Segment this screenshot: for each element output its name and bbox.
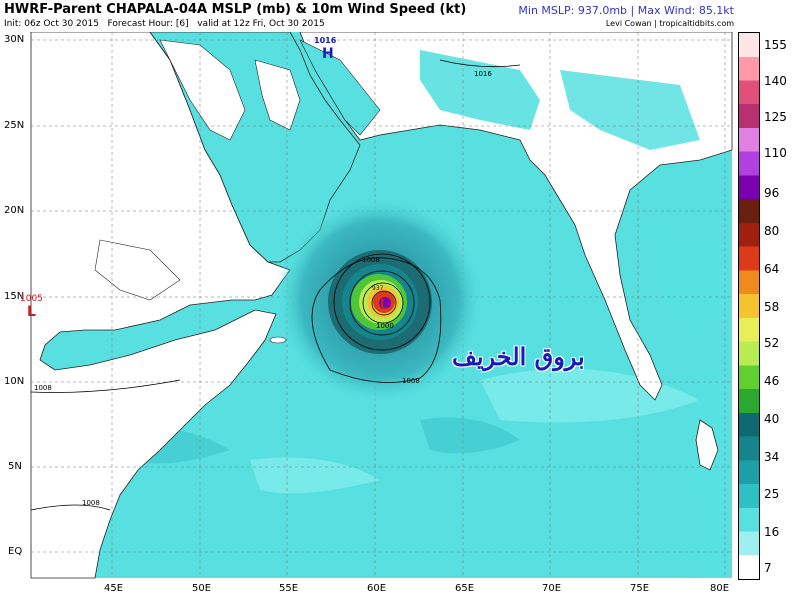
colorbar bbox=[738, 32, 760, 580]
cyclone-wind bbox=[275, 195, 485, 405]
isobar-label: 1008 bbox=[402, 377, 420, 385]
colorbar-label: 52 bbox=[764, 336, 780, 350]
colorbar-label: 25 bbox=[764, 487, 780, 501]
lat-label: 30N bbox=[4, 34, 25, 45]
core-pressure-value: 937 bbox=[372, 285, 384, 292]
lat-label: 20N bbox=[4, 205, 25, 216]
isobar-label: 1016 bbox=[474, 70, 492, 78]
lon-label: 65E bbox=[455, 583, 475, 594]
lat-label: EQ bbox=[8, 546, 23, 557]
lat-label: 10N bbox=[4, 376, 25, 387]
colorbar-label: 7 bbox=[764, 561, 772, 575]
high-pressure-marker: H bbox=[322, 46, 334, 62]
lon-label: 80E bbox=[710, 583, 730, 594]
colorbar-label: 40 bbox=[764, 412, 780, 426]
high-pressure-value: 1016 bbox=[314, 36, 337, 45]
isobars bbox=[30, 59, 521, 511]
colorbar-label: 96 bbox=[764, 186, 780, 200]
map-title: HWRF-Parent CHAPALA-04A MSLP (mb) & 10m … bbox=[4, 2, 467, 17]
isobar-label: 1000 bbox=[376, 322, 394, 330]
lon-label: 75E bbox=[630, 583, 650, 594]
lon-label: 50E bbox=[192, 583, 212, 594]
lat-label: 5N bbox=[8, 461, 22, 472]
low-pressure-value: 1005 bbox=[20, 294, 43, 304]
low-pressure-marker: L bbox=[27, 304, 36, 320]
lon-label: 70E bbox=[542, 583, 562, 594]
colorbar-label: 46 bbox=[764, 374, 780, 388]
colorbar-label: 110 bbox=[764, 146, 787, 160]
isobar-label: 1008 bbox=[34, 384, 52, 392]
credit-line: Levi Cowan | tropicaltidbits.com bbox=[605, 19, 734, 28]
lat-label: 25N bbox=[4, 120, 25, 131]
lon-label: 60E bbox=[367, 583, 387, 594]
colorbar-label: 58 bbox=[764, 300, 780, 314]
colorbar-label: 155 bbox=[764, 38, 787, 52]
lon-label: 55E bbox=[279, 583, 299, 594]
colorbar-label: 16 bbox=[764, 525, 780, 539]
colorbar-label: 125 bbox=[764, 110, 787, 124]
isobar-label: 1008 bbox=[362, 256, 380, 264]
land-srilanka bbox=[695, 419, 719, 471]
colorbar-label: 34 bbox=[764, 450, 780, 464]
lat-label: 15N bbox=[4, 291, 25, 302]
init-line: Init: 06z Oct 30 2015 Forecast Hour: [6]… bbox=[4, 19, 325, 29]
lon-label: 45E bbox=[104, 583, 124, 594]
colorbar-label: 140 bbox=[764, 74, 787, 88]
colorbar-label: 64 bbox=[764, 262, 780, 276]
colorbar-label: 80 bbox=[764, 224, 780, 238]
header: HWRF-Parent CHAPALA-04A MSLP (mb) & 10m … bbox=[0, 0, 800, 32]
isobar-label: 1008 bbox=[82, 499, 100, 507]
low-marker-core: L bbox=[380, 297, 389, 313]
arabic-watermark: بروق الخريف bbox=[452, 342, 585, 371]
stats-line: Min MSLP: 937.0mb | Max Wind: 85.1kt bbox=[518, 4, 734, 17]
